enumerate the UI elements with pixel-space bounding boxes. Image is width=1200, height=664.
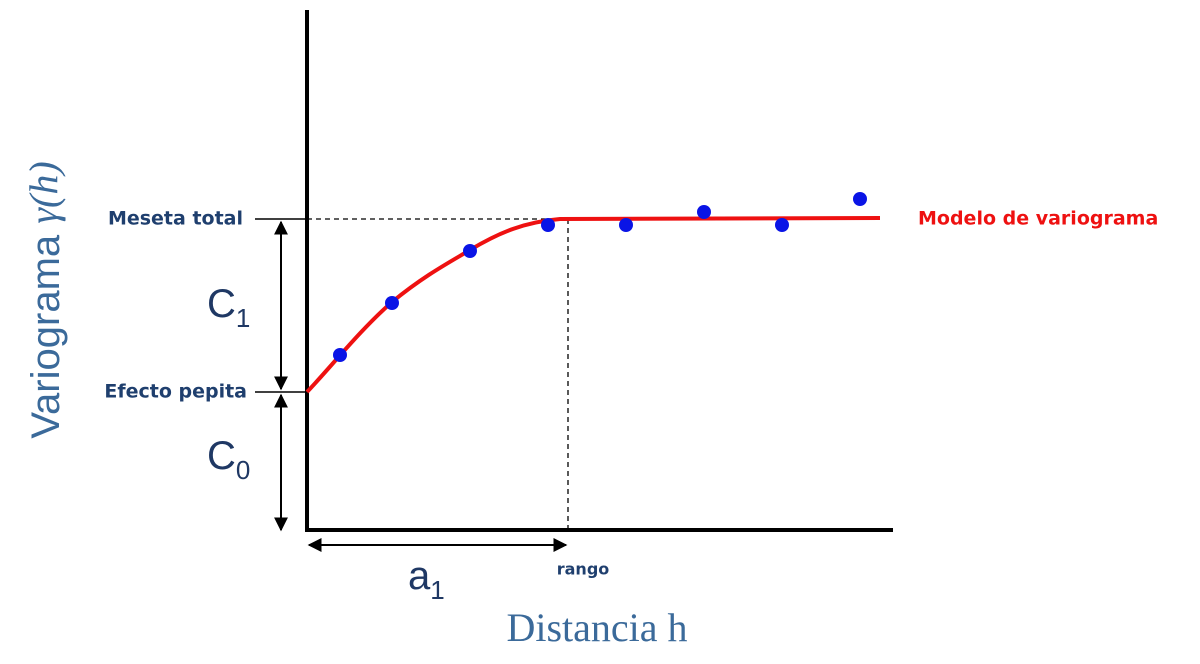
point: [385, 296, 399, 310]
a1-label: a1: [408, 554, 445, 605]
point: [541, 218, 555, 232]
point: [463, 244, 477, 258]
y-title-text: Variograma: [24, 224, 68, 439]
y-title-symbol: γ(h): [21, 161, 66, 223]
experimental-points: [333, 192, 867, 362]
x-axis-title: Distancia h: [506, 605, 687, 650]
nugget-label: Efecto pepita: [104, 381, 247, 403]
range-label: rango: [557, 560, 610, 579]
y-axis-title: Variograma γ(h): [21, 161, 67, 438]
point: [775, 218, 789, 232]
c0-base: C: [207, 434, 236, 478]
c1-base: C: [207, 282, 236, 326]
point: [333, 348, 347, 362]
c0-sub: 0: [236, 455, 250, 485]
point: [619, 218, 633, 232]
c1-sub: 1: [236, 303, 250, 333]
point: [697, 205, 711, 219]
sill-label: Meseta total: [108, 208, 243, 230]
a1-sub: 1: [430, 575, 444, 605]
a1-base: a: [408, 554, 431, 598]
point: [853, 192, 867, 206]
c0-label: C0: [207, 434, 250, 485]
c1-label: C1: [207, 282, 250, 333]
model-label: Modelo de variograma: [918, 208, 1158, 230]
